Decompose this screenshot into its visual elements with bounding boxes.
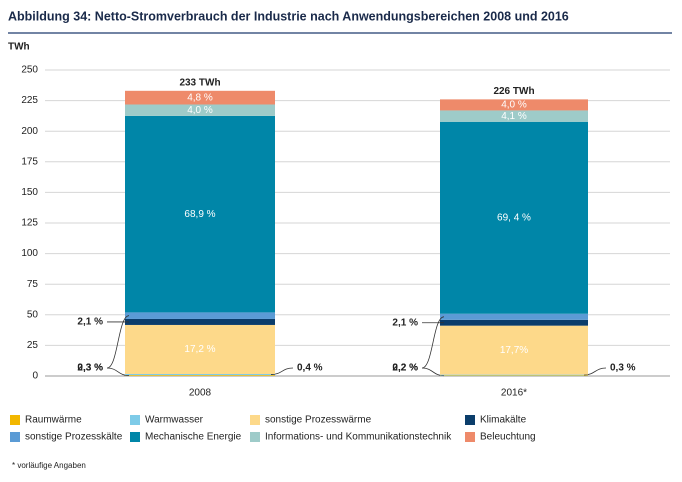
leader-line [106, 367, 130, 376]
bar-segment [125, 90, 275, 105]
legend-swatch [10, 415, 20, 425]
y-axis-label: TWh [8, 42, 30, 53]
x-tick-label: 2016* [501, 388, 527, 399]
value-label: 2,1 % [392, 317, 418, 328]
legend-label: Beleuchtung [480, 432, 536, 443]
bar-segment [125, 375, 275, 376]
bar-segment [125, 374, 275, 376]
chart-title: Abbildung 34: Netto-Stromverbrauch der I… [8, 9, 569, 23]
legend-swatch [465, 415, 475, 425]
legend-swatch [130, 415, 140, 425]
y-tick-label: 50 [27, 309, 39, 320]
value-label: 2,1 % [77, 317, 103, 328]
y-tick-label: 75 [27, 279, 39, 290]
y-tick-label: 250 [21, 65, 38, 76]
total-label: 226 TWh [493, 86, 534, 97]
value-label: 17,2 % [184, 344, 215, 355]
legend-swatch [10, 432, 20, 442]
bar-segment [125, 115, 275, 313]
bar-segment [440, 375, 588, 376]
y-tick-label: 0 [32, 371, 38, 382]
legend-label: sonstige Prozesswärme [265, 415, 372, 426]
legend-swatch [130, 432, 140, 442]
value-label: 2,2 % [392, 363, 418, 374]
leader-line [106, 315, 130, 369]
bar-segment [125, 324, 275, 375]
value-label: 0,3 % [610, 363, 636, 374]
x-tick-label: 2008 [189, 388, 212, 399]
leader-line [421, 316, 445, 369]
value-label: 4,8 % [187, 92, 213, 103]
bar-segment [440, 313, 588, 320]
bar-segment [125, 318, 275, 325]
value-label: 69, 4 % [497, 212, 531, 223]
legend-label: Mechanische Energie [145, 432, 242, 443]
bar-segment [440, 99, 588, 111]
legend-label: Warmwasser [145, 415, 204, 426]
bar-segment [440, 374, 588, 376]
value-label: 0,4 % [297, 363, 323, 374]
value-label: 2,3 % [77, 363, 103, 374]
value-label: 4,0 % [187, 105, 213, 116]
y-tick-label: 25 [27, 340, 39, 351]
value-label: 0,2 % [392, 363, 418, 374]
bar-segment [440, 325, 588, 375]
value-label: 17,7% [500, 345, 528, 356]
y-tick-label: 125 [21, 218, 38, 229]
y-tick-label: 225 [21, 95, 38, 106]
leader-line [583, 367, 607, 376]
bar-segment [125, 104, 275, 116]
value-label: 68,9 % [184, 209, 215, 220]
legend-label: Raumwärme [25, 415, 82, 426]
value-label: 4,1 % [501, 111, 527, 122]
legend-swatch [250, 415, 260, 425]
y-tick-label: 200 [21, 126, 38, 137]
y-tick-label: 100 [21, 248, 38, 259]
leader-line [270, 367, 294, 375]
legend-label: Klimakälte [480, 415, 527, 426]
bar-segment [440, 319, 588, 326]
value-label: 4,0 % [501, 100, 527, 111]
legend-swatch [250, 432, 260, 442]
legend-label: Informations- und Kommunikationstechnik [265, 432, 452, 443]
value-label: 0,3 % [77, 363, 103, 374]
footnote: * vorläufige Angaben [12, 461, 86, 470]
y-tick-label: 175 [21, 156, 38, 167]
legend-label: sonstige Prozesskälte [25, 432, 123, 443]
bar-segment [125, 312, 275, 319]
leader-line [421, 367, 445, 377]
y-tick-label: 150 [21, 187, 38, 198]
bar-segment [440, 110, 588, 122]
bar-segment [440, 121, 588, 314]
legend-swatch [465, 432, 475, 442]
total-label: 233 TWh [179, 77, 220, 88]
